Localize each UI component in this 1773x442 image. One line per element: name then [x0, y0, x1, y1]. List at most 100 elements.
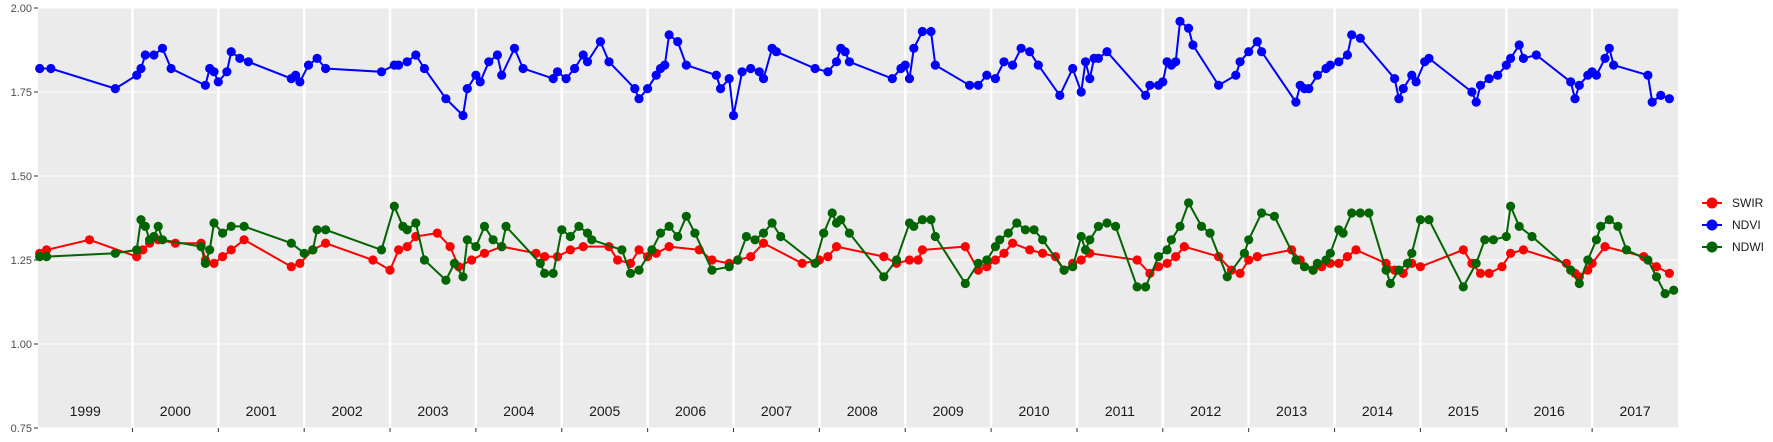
data-point-ndwi [1566, 265, 1576, 275]
data-point-ndvi [926, 26, 936, 37]
data-point-ndwi [1488, 235, 1498, 245]
data-point-ndvi [140, 50, 150, 60]
data-point-ndvi [840, 47, 850, 57]
legend-key-point [1706, 197, 1718, 209]
data-point-swir [1162, 258, 1172, 268]
data-point-ndwi [982, 255, 992, 265]
data-point-ndwi [389, 201, 399, 211]
data-point-ndwi [574, 221, 584, 231]
data-point-ndwi [419, 255, 429, 265]
data-point-ndwi [1660, 289, 1670, 299]
year-labels: 1999 2000 2001 2002 2003 2004 2005 2006 2007 2008… [70, 403, 1651, 419]
data-point-swir [1484, 268, 1494, 278]
data-point-ndwi [149, 231, 159, 242]
data-point-ndvi [1171, 57, 1181, 67]
y-tick-label: 0.75 [11, 423, 32, 435]
data-point-ndvi [376, 67, 387, 77]
data-point-ndwi [1651, 272, 1662, 282]
data-point-ndwi [617, 245, 627, 255]
data-point-ndvi [394, 60, 404, 70]
data-point-ndwi [205, 245, 215, 255]
data-point-ndwi [1621, 245, 1632, 255]
data-point-ndvi [235, 53, 245, 64]
data-point-ndvi [303, 60, 314, 70]
data-point-ndvi [595, 37, 606, 47]
data-point-ndvi [1342, 50, 1352, 60]
data-point-ndwi [995, 235, 1005, 245]
year-label: 2013 [1276, 403, 1307, 419]
data-point-swir [467, 255, 477, 265]
data-point-ndvi [982, 70, 992, 80]
data-point-ndvi [402, 57, 412, 67]
data-point-swir [479, 248, 490, 258]
data-point-swir [999, 248, 1009, 258]
data-point-ndwi [741, 231, 752, 242]
data-point-swir [368, 255, 378, 265]
data-point-ndwi [909, 221, 919, 231]
data-point-swir [1351, 245, 1361, 255]
data-point-ndvi [1394, 94, 1404, 104]
data-point-ndvi [604, 57, 614, 67]
data-point-ndvi [1518, 53, 1528, 64]
data-point-ndwi [1643, 255, 1653, 265]
data-point-ndvi [630, 84, 640, 94]
data-point-ndvi [312, 53, 322, 64]
data-point-ndvi [149, 50, 159, 60]
data-point-ndvi [823, 67, 833, 77]
data-point-swir [540, 252, 550, 262]
data-point-ndwi [1132, 282, 1142, 292]
data-point-swir [707, 255, 717, 265]
data-point-ndvi [1252, 37, 1262, 47]
data-point-ndwi [299, 248, 309, 258]
data-point-swir [286, 262, 296, 272]
data-point-ndwi [226, 221, 236, 231]
data-point-ndvi [1244, 47, 1254, 57]
data-point-ndvi [1411, 77, 1421, 87]
data-point-ndvi [810, 63, 820, 74]
data-point-ndvi [132, 70, 142, 80]
data-point-ndwi [625, 268, 636, 278]
data-point-ndvi [1141, 90, 1151, 100]
data-point-ndwi [733, 255, 743, 265]
data-point-ndvi [1076, 87, 1086, 97]
data-point-ndwi [1257, 208, 1267, 218]
data-point-swir [385, 265, 395, 275]
data-point-ndvi [999, 57, 1009, 67]
data-point-ndwi [565, 231, 576, 242]
data-point-ndvi [1424, 53, 1434, 64]
data-point-ndvi [1008, 60, 1018, 70]
data-point-ndvi [758, 74, 769, 84]
data-point-ndvi [209, 67, 219, 77]
data-point-swir [1038, 248, 1048, 258]
data-point-ndvi [1574, 80, 1584, 90]
year-label: 2011 [1105, 403, 1135, 419]
data-point-ndvi [1407, 70, 1417, 80]
data-point-ndwi [810, 258, 820, 268]
data-point-ndwi [1506, 201, 1516, 211]
data-point-ndwi [892, 255, 902, 265]
data-point-ndvi [471, 70, 481, 80]
data-point-ndvi [321, 63, 331, 74]
data-point-ndwi [724, 262, 734, 272]
data-point-ndwi [132, 245, 142, 255]
data-point-ndwi [990, 242, 1001, 252]
data-point-ndwi [707, 265, 717, 275]
data-point-ndvi [711, 70, 721, 80]
data-point-swir [565, 245, 576, 255]
data-point-swir [823, 252, 833, 262]
series-ndwi [35, 198, 1679, 299]
year-label: 2009 [933, 403, 964, 419]
data-point-ndvi [990, 74, 1001, 84]
data-point-swir [831, 242, 842, 252]
y-tick-label: 1.00 [11, 339, 32, 351]
year-label: 2014 [1362, 403, 1393, 419]
year-label: 2008 [847, 403, 878, 419]
year-label: 2015 [1448, 403, 1479, 419]
data-point-swir [1244, 255, 1254, 265]
data-point-ndwi [140, 221, 150, 231]
data-point-swir [1132, 255, 1142, 265]
data-point-ndvi [110, 84, 120, 94]
data-point-swir [1497, 262, 1507, 272]
year-label: 2000 [160, 403, 191, 419]
data-point-ndwi [42, 252, 52, 262]
